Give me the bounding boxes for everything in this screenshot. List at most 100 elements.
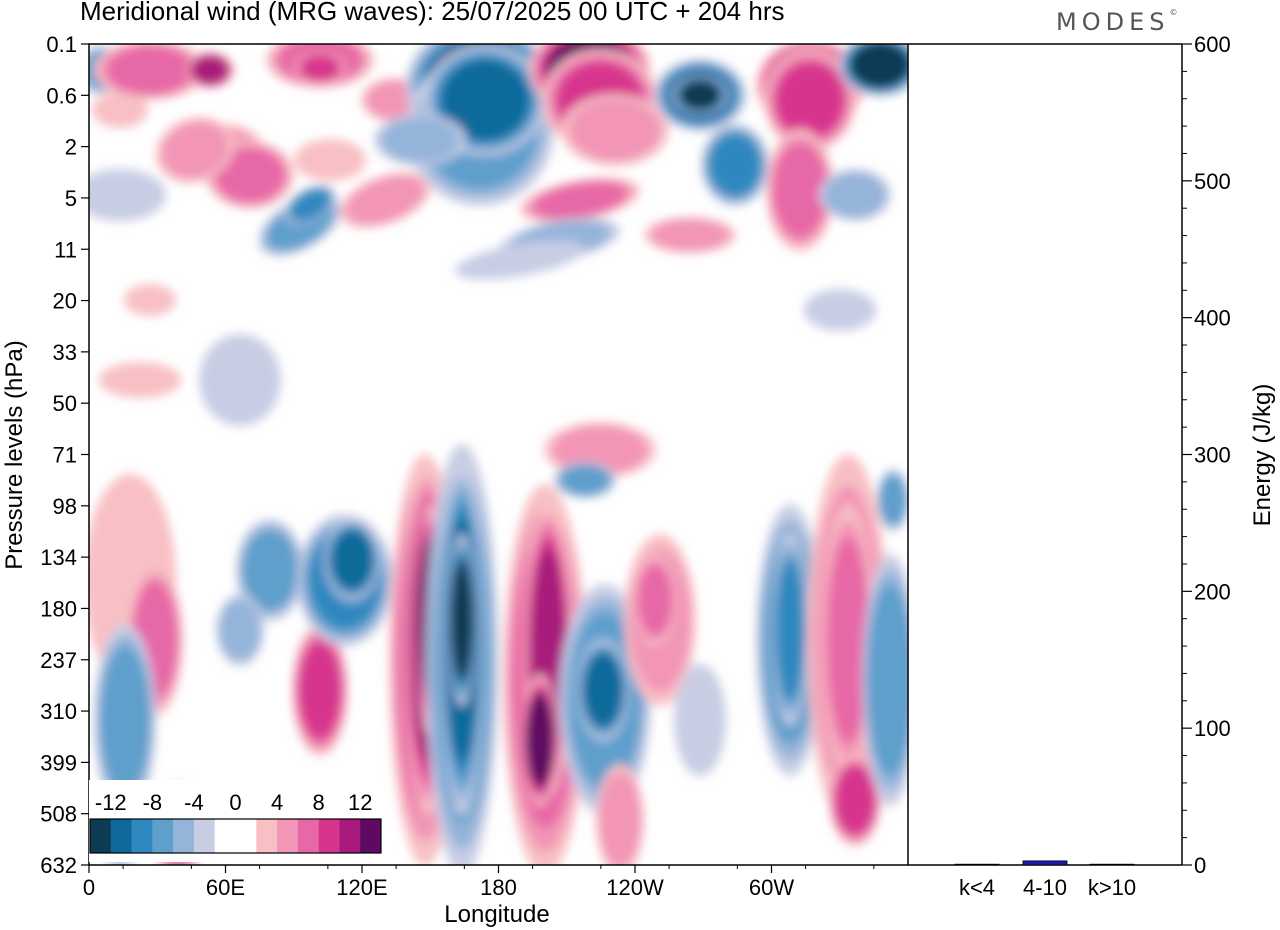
negative-wind-contour <box>441 60 529 140</box>
colorbar-label: -12 <box>95 790 127 815</box>
energy-tick-label: 100 <box>1194 716 1231 741</box>
colorbar-label: 4 <box>271 790 283 815</box>
positive-wind-contour <box>299 54 341 82</box>
x-tick-label: 120E <box>336 875 387 900</box>
energy-bar-panel <box>908 43 1183 866</box>
x-tick-label: 180 <box>480 875 517 900</box>
energy-axis-label: Energy (J/kg) <box>1249 384 1276 527</box>
negative-wind-contour <box>674 664 726 776</box>
y-tick-label: 11 <box>54 237 77 262</box>
modes-logo: MODES© <box>1056 8 1178 36</box>
energy-category-label: k<4 <box>959 875 995 900</box>
x-tick-label: 60W <box>749 875 794 900</box>
positive-wind-contour <box>294 139 366 181</box>
colorbar-swatch <box>256 819 278 853</box>
energy-bar <box>954 863 1000 866</box>
colorbar-swatch <box>318 819 340 853</box>
y-tick-label: 71 <box>53 443 77 468</box>
positive-wind-contour <box>599 772 641 865</box>
colorbar-swatch <box>173 819 195 853</box>
energy-bar <box>1089 863 1135 866</box>
negative-wind-contour <box>775 560 805 700</box>
energy-tick-label: 0 <box>1194 853 1206 878</box>
y-tick-label: 20 <box>53 289 77 314</box>
energy-bars: k<4 4-10 k>10 <box>954 860 1136 900</box>
colorbar-swatch <box>277 819 299 853</box>
negative-wind-contour <box>824 172 886 218</box>
negative-wind-contour <box>331 530 373 590</box>
negative-wind-contour <box>100 646 150 794</box>
colorbar-frame <box>89 818 382 854</box>
colorbar-swatch <box>235 819 257 853</box>
negative-wind-contour <box>243 530 297 610</box>
energy-tick-label: 500 <box>1194 169 1231 194</box>
y-tick-label: 50 <box>53 391 77 416</box>
negative-wind-contour <box>89 169 166 221</box>
y-tick-label: 632 <box>40 853 77 878</box>
positive-wind-contour <box>298 641 342 739</box>
y-tick-label: 399 <box>40 750 77 775</box>
negative-wind-contour <box>850 44 908 88</box>
energy-category-label: 4-10 <box>1023 875 1067 900</box>
y-tick-label: 5 <box>65 186 77 211</box>
negative-wind-contour <box>450 561 474 679</box>
y-tick-label: 310 <box>40 699 77 724</box>
positive-wind-contour <box>106 46 194 94</box>
negative-wind-contour <box>679 79 721 111</box>
energy-bar <box>1022 860 1068 866</box>
negative-wind-contour <box>709 134 761 196</box>
positive-wind-contour <box>834 765 876 835</box>
positive-wind-contour <box>215 148 285 202</box>
positive-wind-contour <box>92 92 148 128</box>
negative-wind-contour <box>867 584 908 776</box>
colorbar-label: -4 <box>184 790 204 815</box>
colorbar-swatch <box>360 819 382 853</box>
positive-wind-contour <box>124 284 176 316</box>
y-tick-label: 0.1 <box>46 32 77 57</box>
energy-axis: 0 100 200 300 400 500 600 <box>1182 32 1231 878</box>
positive-wind-contour <box>650 219 730 251</box>
energy-tick-label: 400 <box>1194 306 1231 331</box>
negative-wind-contour <box>583 653 623 727</box>
positive-wind-contour <box>637 564 673 636</box>
positive-wind-contour <box>533 181 627 219</box>
positive-wind-contour <box>569 99 661 161</box>
y-tick-label: 237 <box>40 648 77 673</box>
positive-wind-contour <box>99 362 181 398</box>
negative-wind-contour <box>804 289 876 331</box>
negative-wind-contour <box>454 240 586 280</box>
longitude-axis: 0 60E 120E 180 120W 60W <box>83 865 875 900</box>
positive-wind-contour <box>191 55 229 85</box>
positive-wind-contour <box>773 142 827 238</box>
chart-title: Meridional wind (MRG waves): 25/07/2025 … <box>80 0 785 26</box>
y-tick-label: 508 <box>40 802 77 827</box>
x-axis-label: Longitude <box>444 901 549 928</box>
colorbar-swatch <box>90 819 112 853</box>
energy-category-label: k>10 <box>1088 875 1136 900</box>
energy-tick-label: 200 <box>1194 579 1231 604</box>
positive-wind-contour <box>827 536 869 744</box>
negative-wind-contour <box>560 465 610 495</box>
y-tick-label: 134 <box>40 545 77 570</box>
colorbar-swatch <box>214 819 236 853</box>
y-tick-label: 0.6 <box>46 83 77 108</box>
wind-field <box>89 44 908 865</box>
positive-wind-contour <box>552 425 648 475</box>
negative-wind-contour <box>290 189 330 221</box>
negative-wind-contour <box>199 334 281 426</box>
colorbar: -12 -8 -4 0 4 8 12 <box>89 780 383 862</box>
colorbar-swatch <box>152 819 174 853</box>
colorbar-swatch <box>193 819 216 853</box>
y-tick-label: 180 <box>40 596 77 621</box>
colorbar-swatch <box>110 819 132 853</box>
x-tick-label: 60E <box>206 875 245 900</box>
negative-wind-contour <box>380 117 460 163</box>
colorbar-label: -8 <box>143 790 163 815</box>
colorbar-label: 0 <box>229 790 241 815</box>
energy-tick-label: 600 <box>1194 32 1231 57</box>
positive-wind-contour <box>161 121 229 179</box>
colorbar-swatch <box>339 819 361 853</box>
energy-tick-label: 300 <box>1194 443 1231 468</box>
y-tick-label: 33 <box>53 340 77 365</box>
